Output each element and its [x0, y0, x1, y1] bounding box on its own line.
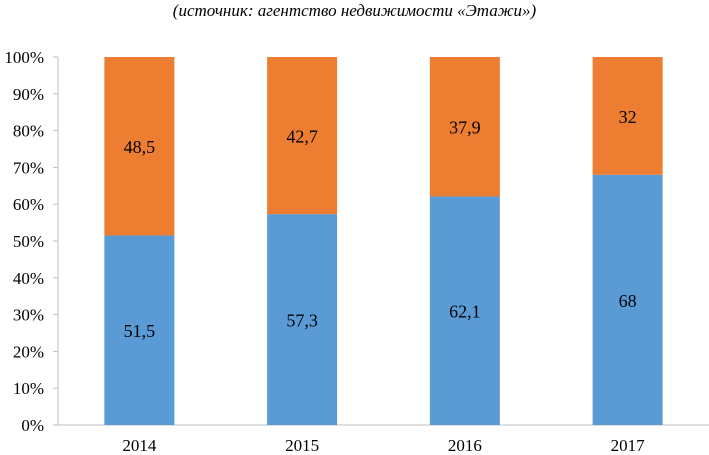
bar-series-1-2016: [429, 196, 500, 425]
y-tick-label: 100%: [4, 48, 44, 67]
chart-subtitle: (источник: агентство недвижимости «Этажи…: [172, 1, 537, 20]
bar-series-1-2014: [104, 235, 175, 425]
bar-series-2-2016: [429, 57, 500, 197]
data-label-series-1-2016: 62,1: [449, 302, 481, 322]
bar-series-2-2015: [267, 57, 338, 215]
y-tick-label: 60%: [13, 195, 44, 214]
x-tick-label: 2015: [285, 436, 319, 455]
x-tick-label: 2016: [448, 436, 482, 455]
y-tick-label: 40%: [13, 269, 44, 288]
data-label-series-1-2014: 51,5: [124, 321, 156, 341]
bar-series-2-2014: [104, 57, 175, 236]
data-label-series-2-2014: 48,5: [124, 137, 156, 157]
y-tick-label: 10%: [13, 379, 44, 398]
x-tick-label: 2017: [611, 436, 646, 455]
y-tick-label: 0%: [21, 416, 44, 435]
bar-series-2-2017: [592, 57, 663, 175]
y-tick-label: 70%: [13, 158, 44, 177]
data-label-series-1-2015: 57,3: [286, 311, 318, 331]
data-label-series-2-2016: 37,9: [449, 118, 481, 138]
y-tick-label: 50%: [13, 232, 44, 251]
y-tick-label: 30%: [13, 306, 44, 325]
y-tick-label: 80%: [13, 122, 44, 141]
data-label-series-1-2017: 68: [619, 291, 637, 311]
data-label-series-2-2015: 42,7: [286, 127, 318, 147]
data-label-series-2-2017: 32: [619, 107, 637, 127]
bar-series-1-2015: [267, 214, 338, 425]
y-tick-label: 20%: [13, 342, 44, 361]
bar-series-1-2017: [592, 174, 663, 425]
y-tick-label: 90%: [13, 85, 44, 104]
x-tick-label: 2014: [122, 436, 157, 455]
